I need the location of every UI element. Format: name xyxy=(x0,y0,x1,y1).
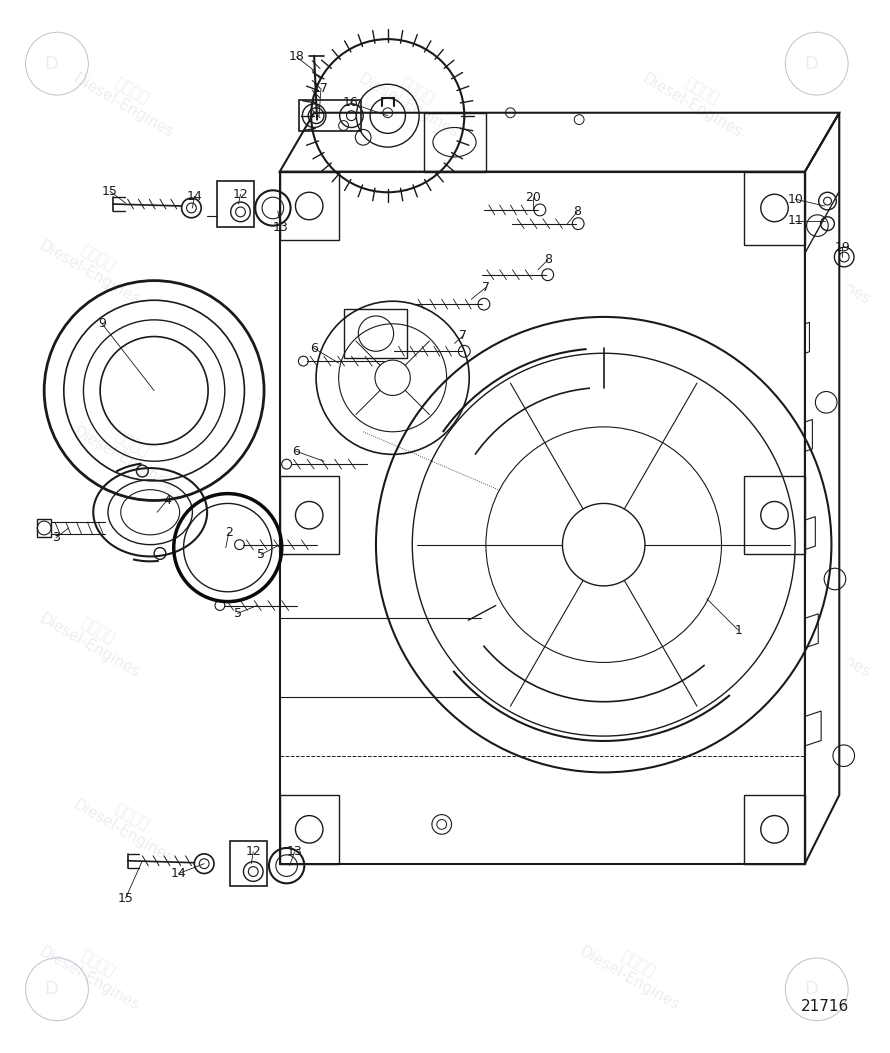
Text: 紫发动力
Diesel-Engines: 紫发动力 Diesel-Engines xyxy=(70,410,185,494)
Text: 14: 14 xyxy=(187,190,202,202)
Text: 4: 4 xyxy=(163,494,171,506)
Text: 14: 14 xyxy=(171,867,187,880)
Text: D: D xyxy=(44,980,58,998)
Text: 11: 11 xyxy=(788,214,803,227)
Text: 紫发动力
Diesel-Engines: 紫发动力 Diesel-Engines xyxy=(355,782,469,867)
Text: 紫发动力
Diesel-Engines: 紫发动力 Diesel-Engines xyxy=(640,782,754,867)
Text: 7: 7 xyxy=(459,330,467,342)
Text: 13: 13 xyxy=(287,846,303,858)
Text: 15: 15 xyxy=(117,892,134,905)
Text: 10: 10 xyxy=(787,193,803,205)
Text: D: D xyxy=(44,55,58,73)
Text: D: D xyxy=(804,980,818,998)
Text: 紫发动力
Diesel-Engines: 紫发动力 Diesel-Engines xyxy=(36,596,150,680)
Text: 紫发动力
Diesel-Engines: 紫发动力 Diesel-Engines xyxy=(576,596,691,680)
Text: 紫发动力
Diesel-Engines: 紫发动力 Diesel-Engines xyxy=(640,56,754,140)
Text: 紫发动力
Diesel-Engines: 紫发动力 Diesel-Engines xyxy=(355,410,469,494)
Polygon shape xyxy=(265,147,849,893)
Text: 5: 5 xyxy=(233,607,241,620)
Text: 8: 8 xyxy=(573,205,581,218)
Text: 紫发动力
Diesel-Engines: 紫发动力 Diesel-Engines xyxy=(306,596,420,680)
Text: 紫发动力
Diesel-Engines: 紫发动力 Diesel-Engines xyxy=(70,782,185,867)
Text: 18: 18 xyxy=(288,51,304,63)
Text: 16: 16 xyxy=(343,97,359,110)
Text: 7: 7 xyxy=(481,281,490,294)
Text: 9: 9 xyxy=(98,317,106,331)
Text: 13: 13 xyxy=(273,221,288,234)
Text: 8: 8 xyxy=(544,254,552,266)
Text: 紫发动力
Diesel-Engines: 紫发动力 Diesel-Engines xyxy=(576,930,691,1014)
Text: 15: 15 xyxy=(102,184,117,198)
Text: 21716: 21716 xyxy=(800,998,849,1014)
Text: 5: 5 xyxy=(257,548,265,561)
Text: 紫发动力
Diesel-Engines: 紫发动力 Diesel-Engines xyxy=(640,410,754,494)
Text: 紫发动力
Diesel-Engines: 紫发动力 Diesel-Engines xyxy=(36,222,150,307)
Text: 紫发动力
Diesel-Engines: 紫发动力 Diesel-Engines xyxy=(306,222,420,307)
Text: 12: 12 xyxy=(232,187,248,201)
Text: 紫发动力
Diesel-Engines: 紫发动力 Diesel-Engines xyxy=(36,930,150,1014)
Text: 紫发动力
Diesel-Engines: 紫发动力 Diesel-Engines xyxy=(767,222,882,307)
Text: 12: 12 xyxy=(246,846,261,858)
Text: 紫发动力
Diesel-Engines: 紫发动力 Diesel-Engines xyxy=(355,56,469,140)
Text: 17: 17 xyxy=(313,82,329,95)
Text: 2: 2 xyxy=(225,526,232,539)
Text: 6: 6 xyxy=(293,445,301,458)
Text: D: D xyxy=(804,55,818,73)
Text: 6: 6 xyxy=(311,342,318,355)
Text: 紫发动力
Diesel-Engines: 紫发动力 Diesel-Engines xyxy=(576,222,691,307)
Text: 20: 20 xyxy=(525,191,541,203)
Text: 19: 19 xyxy=(834,241,850,254)
Text: 紫发动力
Diesel-Engines: 紫发动力 Diesel-Engines xyxy=(767,596,882,680)
Text: 紫发动力
Diesel-Engines: 紫发动力 Diesel-Engines xyxy=(70,56,185,140)
Text: 1: 1 xyxy=(734,623,742,637)
Text: 3: 3 xyxy=(52,532,60,544)
